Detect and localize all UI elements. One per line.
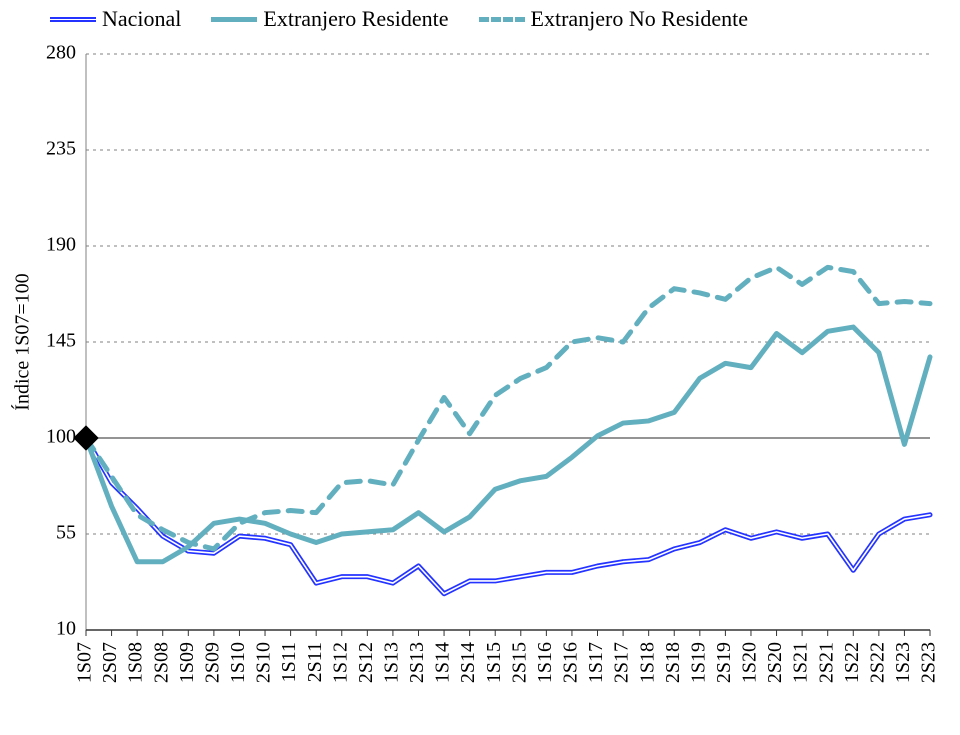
x-tick-label: 2S22 [866, 642, 888, 683]
x-tick-label: 2S15 [508, 642, 530, 683]
x-tick-label: 2S21 [815, 642, 837, 683]
legend-swatch-ext-no-residente [479, 17, 525, 22]
x-tick-label: 1S11 [278, 642, 300, 682]
x-tick-label: 2S19 [713, 642, 735, 683]
x-tick-label: 1S07 [74, 642, 96, 683]
y-axis-title: Índice 1S07=100 [11, 273, 34, 410]
x-tick-label: 1S14 [432, 642, 454, 683]
x-tick-label: 2S10 [253, 642, 275, 683]
series-nacional [86, 438, 930, 594]
x-tick-label: 1S17 [585, 642, 607, 683]
chart-svg: 10551001451902352801S072S071S082S081S092… [0, 0, 960, 735]
x-tick-label: 1S12 [329, 642, 351, 683]
x-tick-label: 1S20 [739, 642, 761, 683]
x-tick-label: 1S16 [534, 642, 556, 683]
x-tick-label: 1S13 [381, 642, 403, 683]
x-tick-label: 2S18 [662, 642, 684, 683]
x-tick-label: 2S16 [560, 642, 582, 683]
x-tick-label: 2S11 [304, 642, 326, 682]
series-ext_no_residente [86, 267, 930, 549]
x-tick-label: 1S10 [227, 642, 249, 683]
x-tick-label: 1S21 [790, 642, 812, 683]
legend-item-ext-residente: Extranjero Residente [211, 6, 448, 32]
series-ext_residente [86, 327, 930, 562]
x-tick-label: 1S23 [892, 642, 914, 683]
x-tick-label: 2S17 [611, 642, 633, 683]
x-tick-label: 2S12 [355, 642, 377, 683]
y-tick-label: 55 [56, 522, 76, 544]
legend-label-ext-residente: Extranjero Residente [263, 6, 448, 32]
legend-swatch-ext-residente [211, 17, 257, 22]
x-tick-label: 1S15 [483, 642, 505, 683]
x-tick-label: 2S09 [201, 642, 223, 683]
legend-swatch-nacional [50, 17, 96, 22]
legend-item-ext-no-residente: Extranjero No Residente [479, 6, 749, 32]
x-tick-label: 2S07 [99, 642, 121, 683]
x-tick-label: 2S23 [918, 642, 940, 683]
y-tick-label: 145 [46, 330, 76, 352]
line-chart: Nacional Extranjero Residente Extranjero… [0, 0, 960, 735]
y-tick-label: 235 [46, 138, 76, 160]
x-tick-label: 2S14 [457, 642, 479, 683]
x-tick-label: 1S18 [636, 642, 658, 683]
y-tick-label: 100 [46, 426, 76, 448]
y-tick-label: 190 [46, 234, 76, 256]
y-tick-label: 280 [46, 42, 76, 64]
x-tick-label: 1S09 [176, 642, 198, 683]
y-tick-label: 10 [56, 618, 76, 640]
legend-label-nacional: Nacional [102, 6, 181, 32]
legend: Nacional Extranjero Residente Extranjero… [50, 6, 748, 32]
x-tick-label: 2S08 [150, 642, 172, 683]
x-tick-label: 1S22 [841, 642, 863, 683]
x-tick-label: 2S20 [764, 642, 786, 683]
legend-label-ext-no-residente: Extranjero No Residente [531, 6, 749, 32]
x-tick-label: 1S19 [687, 642, 709, 683]
legend-item-nacional: Nacional [50, 6, 181, 32]
x-tick-label: 1S08 [125, 642, 147, 683]
x-tick-label: 2S13 [406, 642, 428, 683]
series-nacional-inner [86, 438, 930, 594]
